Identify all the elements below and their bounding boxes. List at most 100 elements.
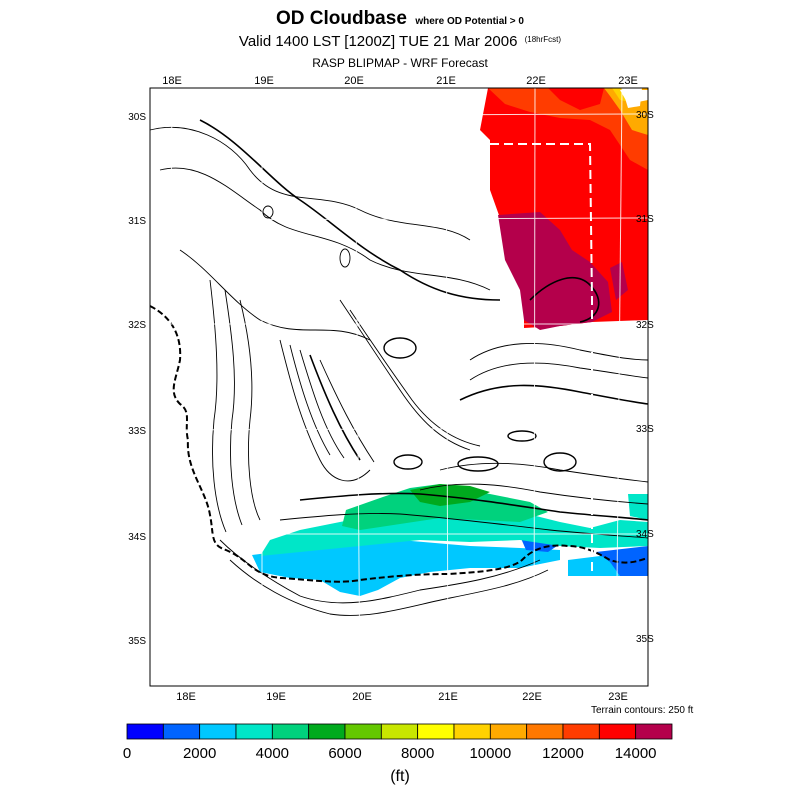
- fill-mid-turquoise-east: [628, 494, 648, 520]
- lat-label-left: 31S: [128, 216, 146, 227]
- contour-line: [299, 492, 649, 521]
- lat-label-right: 33S: [636, 424, 654, 435]
- left-lat-labels: 30S 31S 32S 33S 34S 35S: [128, 112, 146, 647]
- title-qualifier: where OD Potential > 0: [415, 16, 524, 27]
- contour-line: [529, 276, 600, 323]
- contour-ring: [383, 337, 417, 359]
- contour-line: [279, 339, 371, 482]
- meridian-line: [354, 87, 361, 687]
- contour-line: [459, 384, 649, 405]
- contour-line: [149, 126, 471, 241]
- colorbar-tick-label: 8000: [400, 745, 435, 762]
- fill-high-crimson-2: [610, 262, 628, 300]
- lat-label-left: 34S: [128, 532, 146, 543]
- colorbar-swatch: [271, 723, 310, 740]
- contour-ring: [543, 452, 577, 472]
- colorbar-tick-label: 12000: [542, 745, 584, 762]
- parallel-line: [149, 217, 649, 221]
- colorbar-swatch: [162, 723, 201, 740]
- coastline: [149, 305, 649, 583]
- contour-ring: [339, 248, 351, 268]
- meridian-line: [445, 87, 449, 687]
- lat-label-right: 31S: [636, 214, 654, 225]
- terrain-contours: [149, 119, 649, 616]
- fill-high-orange: [488, 88, 648, 170]
- lon-label-bottom: 20E: [352, 691, 372, 703]
- province-boundary: [490, 143, 593, 572]
- lon-label-top: 23E: [618, 75, 638, 87]
- right-lat-labels: 30S 31S 32S 33S 34S 35S: [636, 110, 654, 645]
- lat-label-right: 34S: [636, 529, 654, 540]
- lat-label-right: 35S: [636, 634, 654, 645]
- meridian-line: [533, 87, 536, 687]
- lat-label-right: 30S: [636, 110, 654, 121]
- contour-line: [299, 349, 345, 459]
- lon-label-bottom: 18E: [176, 691, 196, 703]
- parallel-line: [149, 113, 649, 117]
- colorbar-tick-label: 2000: [182, 745, 217, 762]
- contour-line: [229, 559, 549, 616]
- contour-line: [289, 344, 331, 456]
- map-frame: [149, 87, 649, 687]
- colorbar-tick-label: 0: [122, 745, 132, 762]
- colorbar-swatch: [199, 723, 237, 740]
- boundary-path: [490, 143, 593, 572]
- lat-label-left: 35S: [128, 636, 146, 647]
- colorbar-swatch: [380, 723, 419, 740]
- fill-high-crimson: [498, 212, 612, 330]
- bottom-lon-labels: 18E 19E 20E 21E 22E 23E: [176, 691, 628, 703]
- colorbar-swatch: [308, 723, 346, 740]
- fill-mid-green: [342, 484, 548, 530]
- colorbar-swatch: [635, 723, 673, 740]
- lon-label-top: 21E: [436, 75, 456, 87]
- colorbar-swatch: [489, 723, 528, 740]
- source-line: RASP BLIPMAP - WRF Forecast: [312, 56, 488, 70]
- colorbar: [126, 723, 673, 740]
- contour-ring: [457, 456, 499, 472]
- contour-ring: [507, 430, 537, 442]
- contour-line: [179, 249, 371, 341]
- colorbar-units: (ft): [390, 768, 410, 785]
- colorbar-swatch: [126, 723, 164, 740]
- lon-label-bottom: 21E: [438, 691, 458, 703]
- meridian-line: [615, 87, 623, 687]
- lon-label-bottom: 19E: [266, 691, 286, 703]
- colorbar-swatch: [598, 723, 637, 740]
- contour-line: [439, 462, 649, 483]
- lat-label-left: 33S: [128, 426, 146, 437]
- terrain-contour-note: Terrain contours: 250 ft: [591, 705, 694, 716]
- top-lon-labels: 18E 19E 20E 21E 22E 23E: [162, 75, 638, 87]
- colorbar-tick-label: 14000: [614, 745, 657, 762]
- contour-line: [199, 119, 501, 301]
- contour-line: [349, 309, 481, 447]
- contour-ring: [262, 205, 274, 219]
- fill-low-blue-east: [596, 546, 648, 576]
- contour-ring: [393, 454, 423, 470]
- colorbar-tick-label: 6000: [328, 745, 362, 762]
- map-title: OD Cloudbase where OD Potential > 0: [0, 8, 800, 30]
- colorbar-tick-label: 10000: [469, 745, 512, 762]
- contour-line: [309, 354, 361, 461]
- valid-time-text: Valid 1400 LST [1200Z] TUE 21 Mar 2006: [238, 33, 518, 50]
- colorbar-swatch: [526, 723, 564, 740]
- colorbar-swatch: [417, 723, 455, 740]
- coastline-path: [149, 305, 649, 583]
- contour-line: [239, 299, 261, 521]
- valid-time: Valid 1400 LST [1200Z] TUE 21 Mar 2006 (…: [0, 33, 800, 50]
- contour-line: [159, 167, 491, 291]
- lon-label-top: 20E: [344, 75, 364, 87]
- lat-label-left: 32S: [128, 320, 146, 331]
- colorbar-tick-label: 4000: [255, 745, 290, 762]
- fill-mid-darkgreen: [410, 484, 490, 506]
- contour-line: [469, 343, 649, 361]
- cloudbase-fill-layer: [252, 88, 648, 596]
- contour-line: [339, 299, 471, 451]
- lat-label-left: 30S: [128, 112, 146, 123]
- contour-line: [209, 279, 227, 533]
- parallel-line: [149, 637, 649, 641]
- colorbar-swatch: [344, 723, 382, 740]
- parallel-line: [149, 427, 649, 431]
- contour-line: [224, 289, 243, 526]
- fill-mid-turquoise: [260, 504, 648, 556]
